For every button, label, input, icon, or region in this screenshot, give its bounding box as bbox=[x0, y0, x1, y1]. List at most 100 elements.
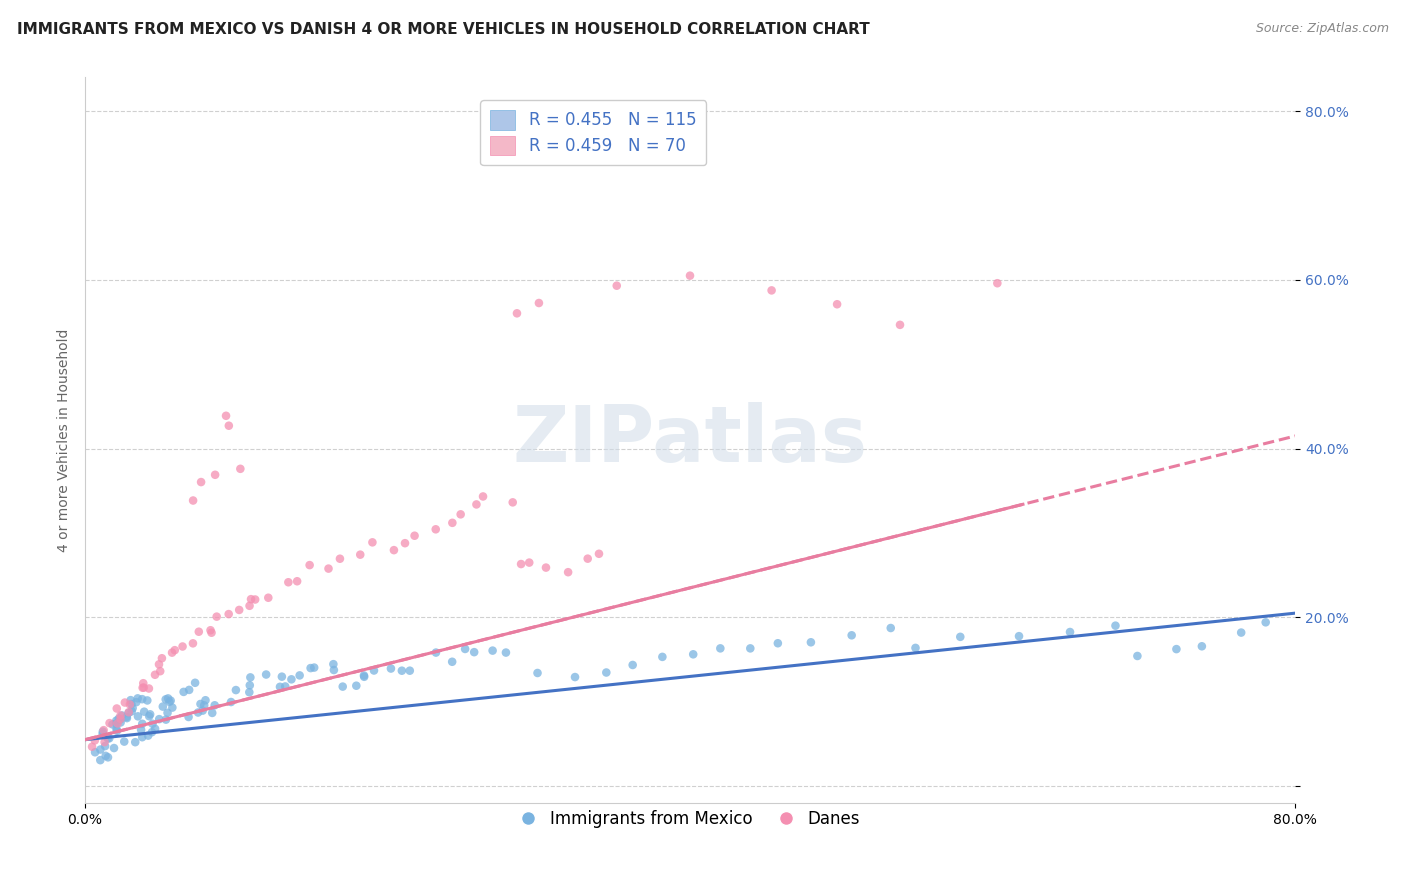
Point bbox=[454, 642, 477, 657]
Point bbox=[181, 636, 204, 650]
Point bbox=[200, 624, 222, 638]
Point bbox=[225, 683, 247, 698]
Point bbox=[97, 750, 120, 764]
Point bbox=[98, 716, 121, 731]
Point bbox=[148, 712, 170, 726]
Point bbox=[269, 680, 291, 694]
Point bbox=[155, 692, 177, 706]
Point bbox=[481, 643, 503, 657]
Point bbox=[274, 680, 297, 694]
Point bbox=[139, 707, 162, 722]
Point bbox=[155, 713, 177, 727]
Point bbox=[118, 705, 141, 719]
Point bbox=[740, 641, 762, 656]
Point bbox=[173, 685, 195, 699]
Point bbox=[177, 710, 200, 724]
Point bbox=[127, 709, 149, 723]
Point bbox=[219, 695, 242, 709]
Point bbox=[277, 575, 299, 590]
Point bbox=[141, 716, 163, 731]
Point bbox=[322, 657, 344, 672]
Point bbox=[131, 716, 153, 731]
Point bbox=[141, 725, 163, 739]
Point bbox=[115, 710, 138, 724]
Point bbox=[89, 753, 111, 767]
Point bbox=[1191, 640, 1213, 654]
Point bbox=[425, 522, 447, 536]
Point bbox=[534, 560, 557, 574]
Point bbox=[193, 698, 215, 713]
Point bbox=[1008, 629, 1031, 643]
Point bbox=[761, 284, 783, 298]
Point bbox=[441, 516, 464, 530]
Point bbox=[132, 676, 155, 690]
Point bbox=[332, 680, 354, 694]
Point bbox=[204, 467, 226, 482]
Point bbox=[149, 664, 172, 678]
Point bbox=[766, 636, 789, 650]
Point bbox=[243, 592, 266, 607]
Point bbox=[363, 664, 385, 678]
Point bbox=[1104, 618, 1126, 632]
Point bbox=[904, 640, 927, 655]
Point bbox=[1254, 615, 1277, 630]
Point bbox=[150, 651, 173, 665]
Point bbox=[94, 748, 117, 763]
Text: Source: ZipAtlas.com: Source: ZipAtlas.com bbox=[1256, 22, 1389, 36]
Point bbox=[156, 706, 179, 720]
Point bbox=[450, 508, 472, 522]
Point bbox=[98, 731, 121, 746]
Point bbox=[160, 646, 183, 660]
Point bbox=[110, 715, 132, 730]
Point bbox=[107, 712, 129, 726]
Point bbox=[190, 697, 212, 711]
Point bbox=[254, 667, 277, 681]
Point bbox=[179, 682, 201, 697]
Point bbox=[105, 701, 128, 715]
Point bbox=[127, 691, 149, 706]
Point bbox=[576, 551, 599, 566]
Point bbox=[800, 635, 823, 649]
Point bbox=[105, 714, 128, 728]
Point bbox=[107, 716, 129, 731]
Point bbox=[322, 663, 344, 677]
Point bbox=[138, 681, 160, 696]
Point bbox=[502, 495, 524, 509]
Point bbox=[105, 722, 128, 736]
Point bbox=[83, 733, 105, 747]
Point bbox=[880, 621, 903, 635]
Point bbox=[152, 699, 174, 714]
Point bbox=[526, 665, 548, 680]
Point bbox=[651, 649, 673, 664]
Point bbox=[91, 724, 114, 739]
Point bbox=[159, 693, 181, 707]
Y-axis label: 4 or more Vehicles in Household: 4 or more Vehicles in Household bbox=[58, 328, 72, 552]
Point bbox=[89, 742, 111, 756]
Point bbox=[391, 664, 413, 678]
Point bbox=[606, 278, 628, 293]
Point bbox=[94, 739, 117, 753]
Point bbox=[93, 723, 115, 738]
Point bbox=[215, 409, 238, 423]
Point bbox=[506, 306, 529, 320]
Point bbox=[143, 722, 166, 736]
Point bbox=[132, 681, 155, 695]
Point bbox=[110, 708, 132, 723]
Point bbox=[353, 668, 375, 682]
Point bbox=[124, 735, 146, 749]
Point bbox=[564, 670, 586, 684]
Point bbox=[129, 723, 152, 737]
Point bbox=[105, 723, 128, 738]
Point bbox=[200, 625, 222, 640]
Point bbox=[131, 681, 153, 695]
Point bbox=[1126, 648, 1149, 663]
Point bbox=[588, 547, 610, 561]
Point bbox=[425, 646, 447, 660]
Point bbox=[394, 536, 416, 550]
Point bbox=[187, 706, 209, 720]
Point bbox=[1230, 625, 1253, 640]
Point bbox=[709, 641, 731, 656]
Point bbox=[361, 535, 384, 549]
Point bbox=[118, 698, 141, 712]
Point bbox=[557, 565, 579, 579]
